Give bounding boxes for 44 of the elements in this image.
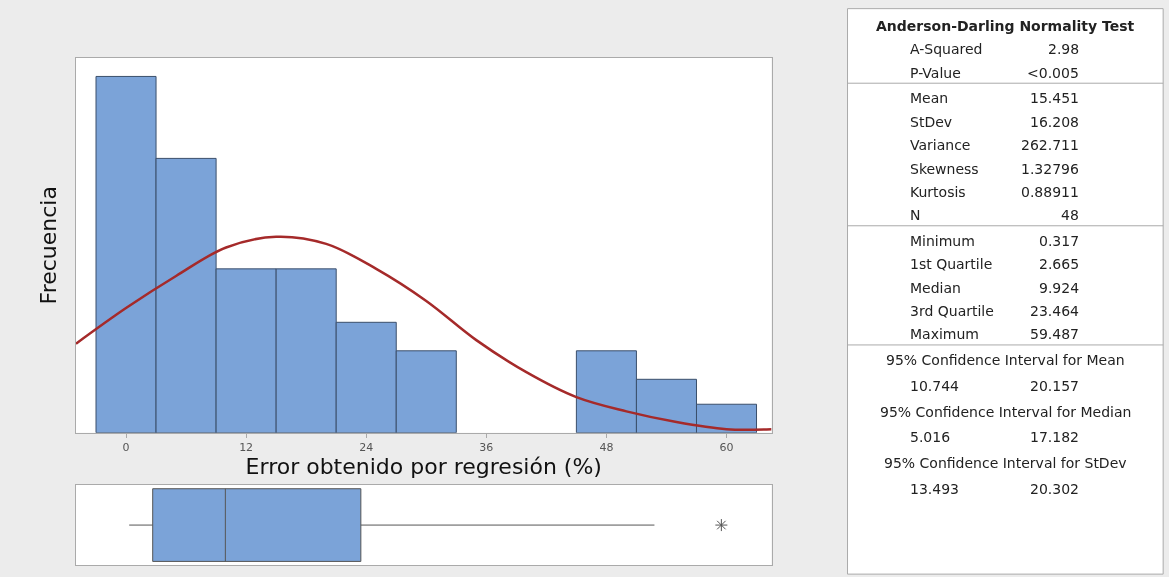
text: 20.157 (1030, 378, 1079, 394)
text: Mean (910, 90, 949, 106)
text: 17.182 (1030, 429, 1079, 445)
text: 15.451 (1030, 90, 1079, 106)
x-tick-label: 48 (599, 440, 614, 454)
text: 59.487 (1030, 326, 1079, 342)
x-tick-label: 12 (239, 440, 254, 454)
text: 23.464 (1030, 303, 1080, 319)
x-axis-title: Error obtenido por regresión (%) (245, 453, 602, 479)
text: Median (910, 280, 961, 296)
text: P-Value (910, 65, 961, 81)
text: N (910, 207, 921, 223)
text: 3rd Quartile (910, 303, 994, 319)
text: Anderson-Darling Normality Test (876, 18, 1135, 34)
text: StDev (910, 114, 953, 130)
text: 10.744 (910, 378, 960, 394)
text: 95% Confidence Interval for Mean (886, 352, 1125, 368)
text: 2.665 (1039, 256, 1080, 272)
text: 2.98 (1048, 41, 1080, 57)
x-tick-label: 0 (122, 440, 130, 454)
text: 48 (1061, 207, 1079, 223)
text: Kurtosis (910, 184, 966, 200)
text: 95% Confidence Interval for StDev (884, 455, 1127, 471)
x-tick-label: 24 (359, 440, 374, 454)
text: Maximum (910, 326, 979, 342)
text: Minimum (910, 233, 975, 249)
text: Variance (910, 137, 971, 153)
text: Skewness (910, 161, 979, 177)
text: 1st Quartile (910, 256, 993, 272)
x-tick-label: 60 (719, 440, 734, 454)
y-axis-title: Frecuencia (35, 186, 61, 305)
text: 0.317 (1039, 233, 1080, 249)
x-tick-label: 36 (479, 440, 494, 454)
text: A-Squared (910, 41, 983, 57)
text: 95% Confidence Interval for Median (880, 404, 1132, 420)
text: 0.88911 (1021, 184, 1079, 200)
text: <0.005 (1027, 65, 1079, 81)
text: 13.493 (910, 481, 959, 497)
text: 5.016 (910, 429, 951, 445)
text: 1.32796 (1021, 161, 1079, 177)
text: 20.302 (1030, 481, 1079, 497)
text: 9.924 (1039, 280, 1080, 296)
text: 262.711 (1021, 137, 1079, 153)
text: 16.208 (1030, 114, 1079, 130)
